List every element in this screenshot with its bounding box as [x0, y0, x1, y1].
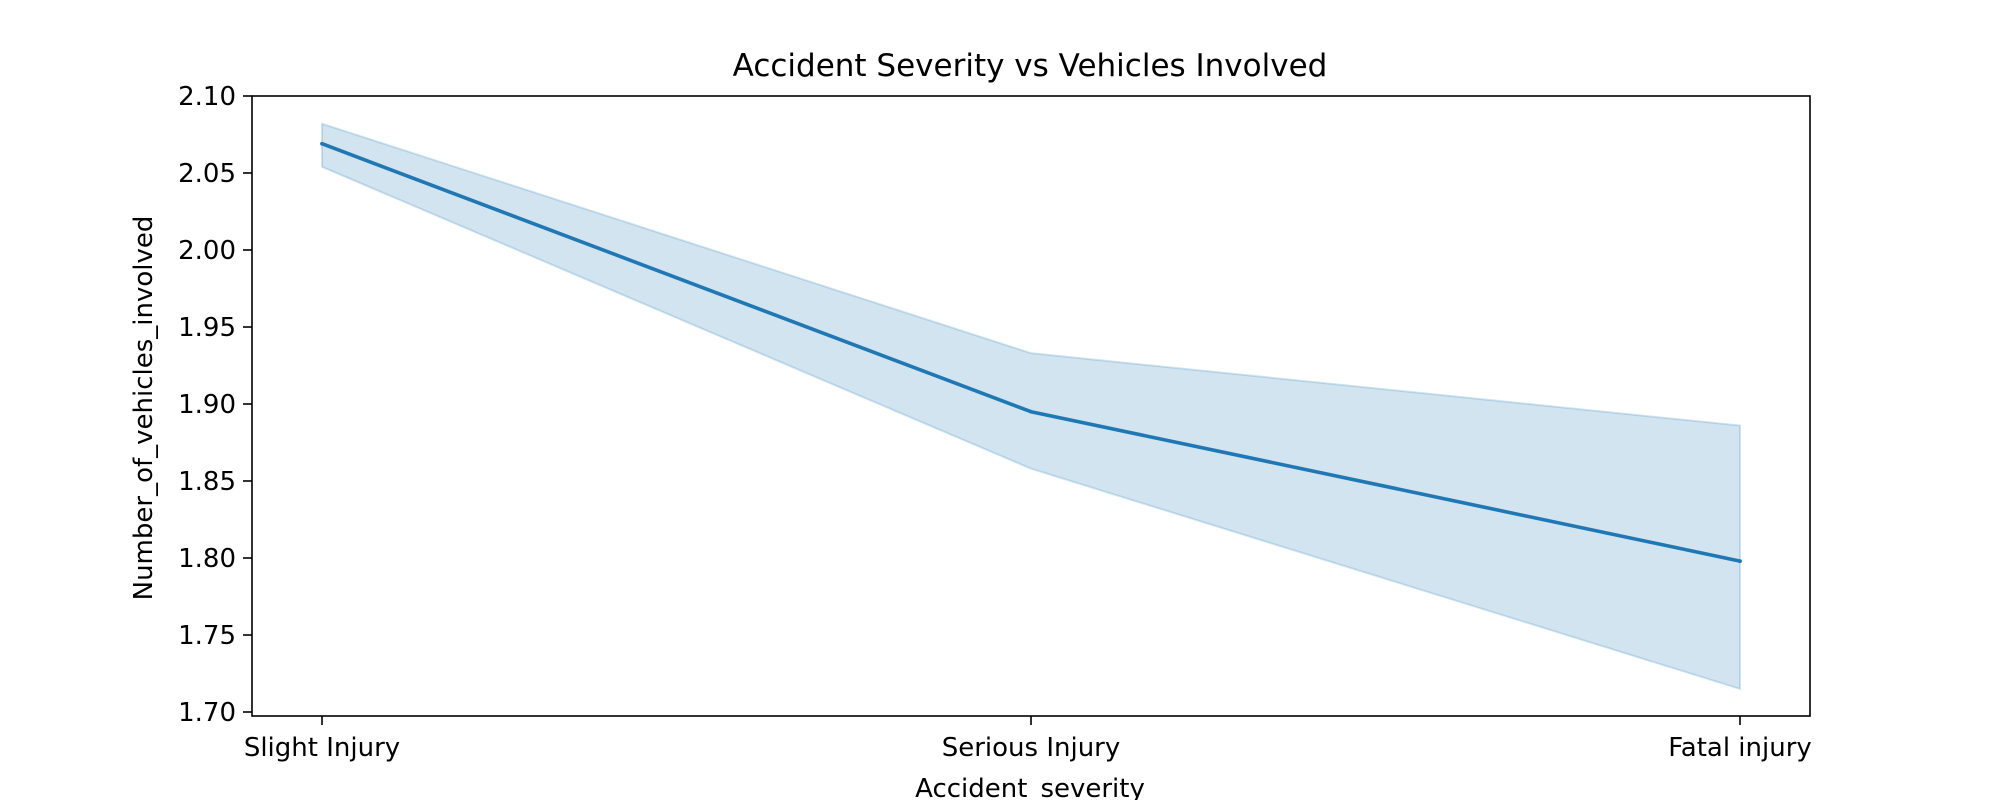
data-point [1029, 409, 1033, 414]
y-axis: 1.70 1.75 1.80 1.85 1.90 1.95 2.00 2.05 2.10 [178, 82, 252, 728]
y-tick-label: 2.05 [178, 159, 236, 189]
y-axis-label: Number_of_vehicles_involved [129, 216, 159, 601]
confidence-band [321, 122, 1741, 691]
y-tick-label: 1.85 [178, 467, 236, 497]
x-axis: Slight Injury Serious Injury Fatal injury [244, 716, 1812, 763]
y-tick-label: 2.00 [178, 236, 236, 266]
y-tick-label: 1.80 [178, 544, 236, 574]
chart-title: Accident Severity vs Vehicles Involved [733, 48, 1328, 84]
confidence-band-layer [321, 122, 1741, 691]
x-tick-label: Serious Injury [942, 733, 1121, 763]
y-tick-label: 1.95 [178, 313, 236, 343]
x-axis-label: Accident_severity [915, 774, 1145, 800]
y-tick-label: 1.70 [178, 698, 236, 728]
y-tick-label: 1.75 [178, 621, 236, 651]
x-tick-label: Slight Injury [244, 733, 400, 763]
data-point [1738, 559, 1742, 563]
data-point [320, 141, 324, 146]
y-tick-label: 2.10 [178, 82, 236, 112]
series-line-layer [320, 141, 1742, 563]
y-tick-label: 1.90 [178, 390, 236, 420]
x-tick-label: Fatal injury [1668, 733, 1812, 763]
